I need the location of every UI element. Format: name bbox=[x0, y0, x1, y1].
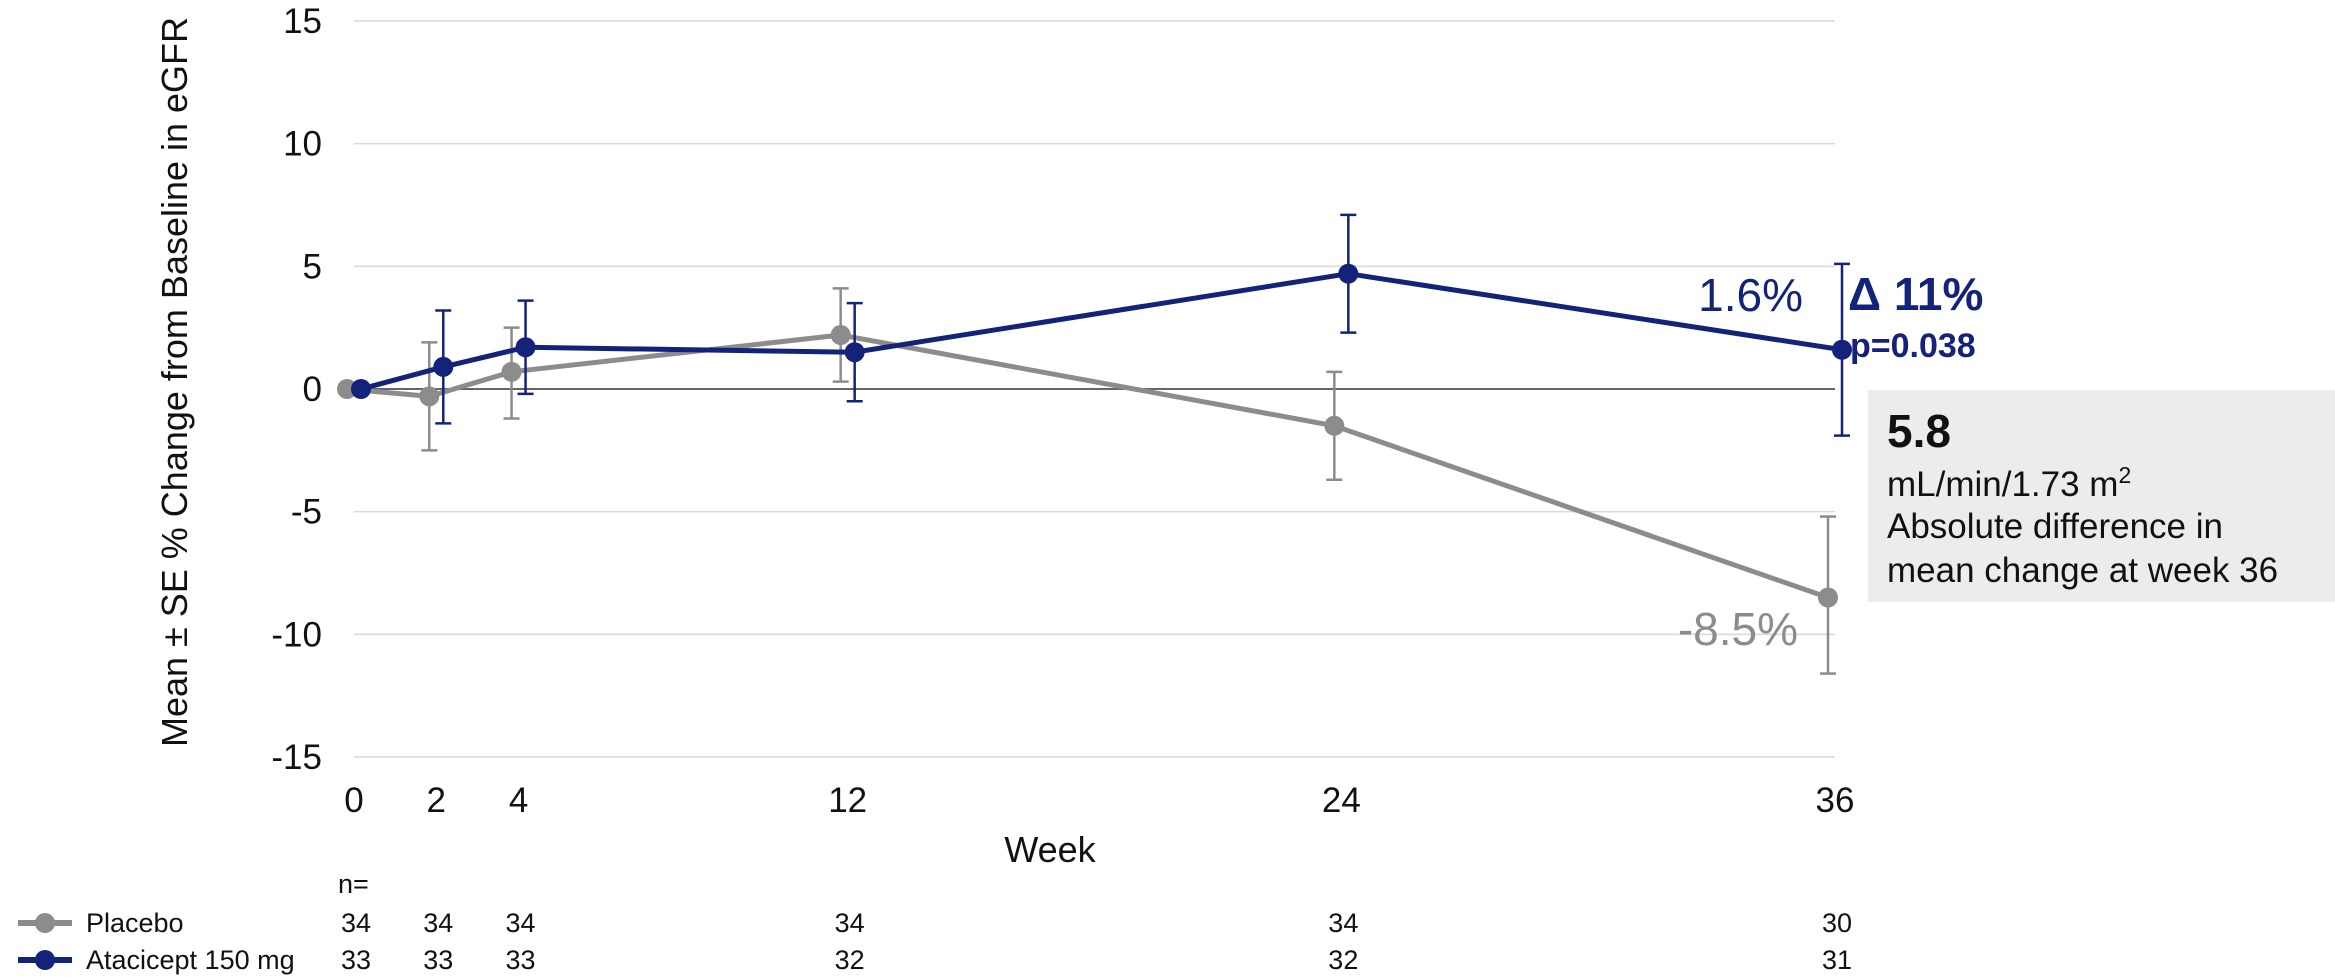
x-tick-label: 24 bbox=[1322, 781, 1361, 820]
placebo-n-value: 34 bbox=[1328, 908, 1358, 938]
placebo-n-value: 34 bbox=[835, 908, 865, 938]
legend-placebo-label: Placebo bbox=[86, 908, 184, 938]
atacicept-point bbox=[1832, 339, 1852, 360]
atacicept-n-value: 33 bbox=[506, 945, 536, 975]
delta-annotation: Δ 11% bbox=[1848, 268, 1983, 320]
x-tick-label: 4 bbox=[509, 781, 528, 820]
difference-box-background bbox=[1868, 390, 2335, 602]
series-layer bbox=[337, 213, 1852, 675]
x-tick-labels: 0 2 4 12 24 36 bbox=[344, 781, 1854, 820]
legend-atacicept-marker bbox=[35, 950, 55, 970]
grid-lines bbox=[354, 20, 1835, 758]
p-value-annotation: p=0.038 bbox=[1850, 327, 1976, 365]
placebo-point bbox=[1324, 415, 1345, 436]
placebo-point bbox=[501, 361, 522, 382]
placebo-point bbox=[1818, 587, 1838, 608]
y-tick-labels: 15 10 5 0 -5 -10 -15 bbox=[271, 2, 322, 777]
atacicept-point bbox=[1338, 263, 1359, 284]
legend-atacicept-label: Atacicept 150 mg bbox=[86, 945, 295, 975]
atacicept-line bbox=[360, 271, 1843, 392]
difference-box: 5.8 mL/min/1.73 m2 Absolute difference i… bbox=[1868, 390, 2335, 602]
atacicept-n-value: 32 bbox=[835, 945, 865, 975]
difference-unit-text: mL/min/1.73 m bbox=[1887, 465, 2118, 504]
placebo-point bbox=[830, 325, 851, 346]
legend-atacicept: Atacicept 150 mg bbox=[18, 945, 295, 975]
placebo-point bbox=[337, 379, 357, 399]
atacicept-point bbox=[433, 356, 454, 377]
x-tick-label: 12 bbox=[828, 781, 867, 820]
atacicept-point bbox=[515, 337, 536, 358]
difference-unit-superscript: 2 bbox=[2118, 462, 2131, 488]
atacicept-series bbox=[351, 213, 1852, 437]
x-axis-title: Week bbox=[1004, 829, 1096, 870]
atacicept-end-label: 1.6% bbox=[1698, 269, 1803, 321]
n-header: n= bbox=[338, 869, 369, 899]
placebo-line bbox=[346, 332, 1829, 600]
atacicept-n-value: 31 bbox=[1822, 945, 1852, 975]
atacicept-n-value: 32 bbox=[1328, 945, 1358, 975]
placebo-n-value: 30 bbox=[1822, 908, 1852, 938]
difference-caption-line-2: mean change at week 36 bbox=[1887, 551, 2278, 590]
x-tick-label: 2 bbox=[427, 781, 446, 820]
atacicept-n-value: 33 bbox=[341, 945, 371, 975]
difference-value: 5.8 bbox=[1887, 405, 1951, 457]
n-at-risk-table: 34 34 34 34 34 30 33 33 33 32 32 31 bbox=[341, 908, 1852, 975]
placebo-n-value: 34 bbox=[423, 908, 453, 938]
y-tick-label: -10 bbox=[271, 615, 322, 654]
atacicept-point bbox=[844, 342, 865, 363]
placebo-series bbox=[337, 287, 1838, 675]
y-tick-label: 15 bbox=[283, 2, 322, 41]
x-tick-label: 0 bbox=[344, 781, 363, 820]
y-tick-label: -15 bbox=[271, 738, 322, 777]
placebo-n-value: 34 bbox=[506, 908, 536, 938]
y-tick-label: 0 bbox=[303, 370, 322, 409]
placebo-point bbox=[419, 386, 440, 407]
legend-placebo: Placebo bbox=[18, 908, 184, 938]
atacicept-n-value: 33 bbox=[423, 945, 453, 975]
difference-caption-line-1: Absolute difference in bbox=[1887, 507, 2223, 546]
placebo-end-label: -8.5% bbox=[1678, 603, 1798, 655]
legend-placebo-marker bbox=[35, 913, 55, 933]
y-axis-title: Mean ± SE % Change from Baseline in eGFR bbox=[154, 17, 195, 747]
difference-unit: mL/min/1.73 m2 bbox=[1887, 462, 2131, 504]
y-tick-label: -5 bbox=[291, 493, 322, 532]
atacicept-point bbox=[351, 379, 371, 399]
x-tick-label: 36 bbox=[1816, 781, 1855, 820]
placebo-n-value: 34 bbox=[341, 908, 371, 938]
y-tick-label: 10 bbox=[283, 125, 322, 164]
y-tick-label: 5 bbox=[303, 247, 322, 286]
